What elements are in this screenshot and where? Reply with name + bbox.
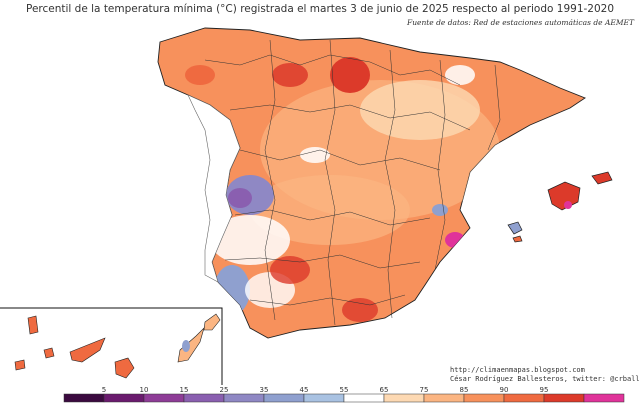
percentile-field [185,57,500,322]
credits-website: http://climaenmapas.blogspot.com [450,366,585,374]
colorbar-swatches [63,393,625,403]
colorbar-ticks: 5 10 15 25 35 45 55 65 75 85 90 95 [102,386,549,394]
colorbar-tick-label: 35 [260,386,269,394]
colorbar-tick-label: 10 [140,386,149,394]
colorbar-swatch [543,393,585,403]
colorbar-tick-label: 95 [540,386,549,394]
credits-author: César Rodríguez Ballesteros, twitter: @c… [450,374,640,383]
colorbar-tick-label: 45 [300,386,309,394]
colorbar-swatch [223,393,265,403]
balearic-islands [507,171,613,243]
province-boundaries [204,39,501,326]
map-credits: http://climaenmapas.blogspot.com César R… [450,366,640,383]
percentile-colorbar: 5 10 15 25 35 45 55 65 75 85 90 95 [63,386,625,403]
colorbar-tick-label: 25 [220,386,229,394]
colorbar-tick-label: 5 [102,386,106,394]
island-el-hierro [14,359,26,371]
mallorca-hotspot [564,201,572,209]
colorbar-swatch [463,393,505,403]
colorbar-swatch [63,393,105,403]
mallorca [547,181,581,211]
island-fuerteventura [177,326,205,363]
island-la-gomera [43,347,55,359]
colorbar-swatch [583,393,625,403]
canary-islands-inset [0,307,223,385]
colorbar-swatch [503,393,545,403]
island-la-palma [27,315,39,335]
island-tenerife [69,337,106,363]
ibiza [507,221,523,235]
menorca [591,171,613,185]
data-source-note: Fuente de datos: Red de estaciones autom… [406,18,634,27]
colorbar-swatch [423,393,465,403]
portugal-landmass [187,94,241,283]
colorbar-swatch [343,393,385,403]
colorbar-tick-label: 75 [420,386,429,394]
island-lanzarote [203,313,221,331]
map-title: Percentil de la temperatura mínima (°C) … [25,3,615,15]
colorbar-tick-label: 65 [380,386,389,394]
formentera [512,235,523,243]
colorbar-swatch [103,393,145,403]
colorbar-tick-label: 15 [180,386,189,394]
colorbar-swatch [383,393,425,403]
colorbar-swatch [303,393,345,403]
colorbar-swatch [183,393,225,403]
island-gran-canaria [114,357,135,379]
colorbar-tick-label: 90 [500,386,509,394]
colorbar-tick-label: 55 [340,386,349,394]
colorbar-swatch [143,393,185,403]
colorbar-tick-label: 85 [460,386,469,394]
colorbar-swatch [263,393,305,403]
